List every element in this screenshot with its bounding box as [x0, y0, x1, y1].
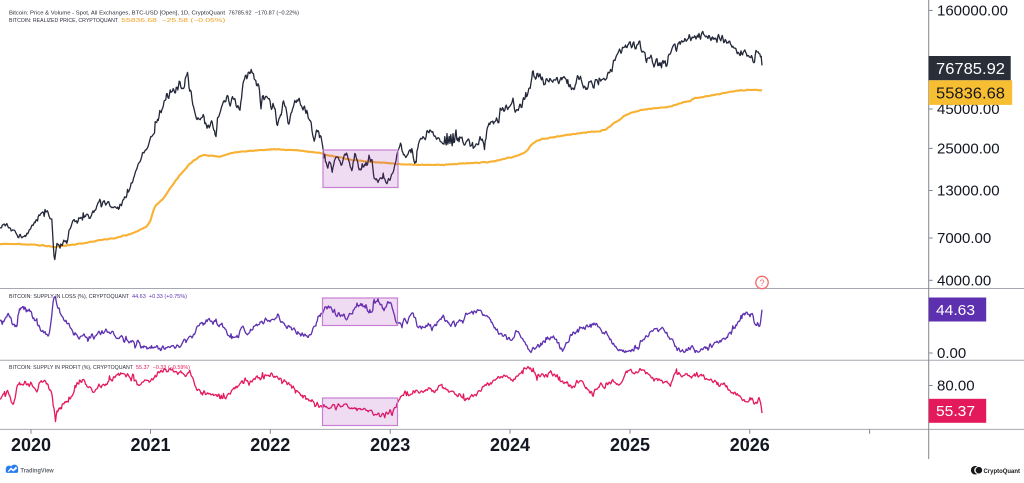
svg-text:76785.92: 76785.92 — [936, 61, 1005, 78]
svg-text:55836.68: 55836.68 — [936, 85, 1005, 102]
svg-text:2022: 2022 — [250, 435, 290, 455]
svg-text:55.37: 55.37 — [936, 403, 975, 420]
svg-text:4000.00: 4000.00 — [937, 273, 991, 290]
svg-text:160000.00: 160000.00 — [937, 3, 1008, 20]
svg-text:55836.68 −25.58 (−0.05%): 55836.68 −25.58 (−0.05%) — [121, 18, 225, 24]
svg-text:45000.00: 45000.00 — [937, 101, 1000, 118]
svg-text:BITCOIN: SUPPLY IN LOSS (%), C: BITCOIN: SUPPLY IN LOSS (%), CRYPTOQUANT — [9, 294, 130, 300]
svg-text:BITCOIN: SUPPLY IN PROFIT (%),: BITCOIN: SUPPLY IN PROFIT (%), CRYPTOQUA… — [9, 365, 134, 371]
svg-text:?: ? — [759, 278, 764, 288]
svg-text:Bitcoin: Price & Volume - Spot: Bitcoin: Price & Volume - Spot, All Exch… — [9, 10, 226, 16]
svg-text:2024: 2024 — [490, 435, 530, 455]
svg-text:TradingView: TradingView — [21, 468, 55, 475]
svg-text:55.37 −0.33 (−0.59%): 55.37 −0.33 (−0.59%) — [136, 365, 190, 371]
svg-text:2026: 2026 — [730, 435, 770, 455]
svg-text:7000.00: 7000.00 — [937, 230, 991, 247]
svg-text:2025: 2025 — [610, 435, 650, 455]
svg-text:25000.00: 25000.00 — [937, 141, 1000, 158]
svg-text:CryptoQuant: CryptoQuant — [984, 468, 1021, 475]
svg-text:2020: 2020 — [11, 435, 51, 455]
svg-text:76785.92 −170.87 (−0.22%): 76785.92 −170.87 (−0.22%) — [229, 10, 300, 16]
svg-text:2023: 2023 — [370, 435, 410, 455]
svg-text:80.00: 80.00 — [937, 378, 975, 395]
svg-text:44.63: 44.63 — [936, 302, 975, 319]
svg-text:44.63 +0.33 (+0.75%): 44.63 +0.33 (+0.75%) — [132, 294, 187, 300]
svg-text:13000.00: 13000.00 — [937, 183, 1000, 200]
svg-text:0.00: 0.00 — [937, 345, 966, 362]
svg-text:2021: 2021 — [130, 435, 170, 455]
svg-text:BITCOIN: REALIZED PRICE, CRYPT: BITCOIN: REALIZED PRICE, CRYPTOQUANT — [9, 18, 119, 24]
